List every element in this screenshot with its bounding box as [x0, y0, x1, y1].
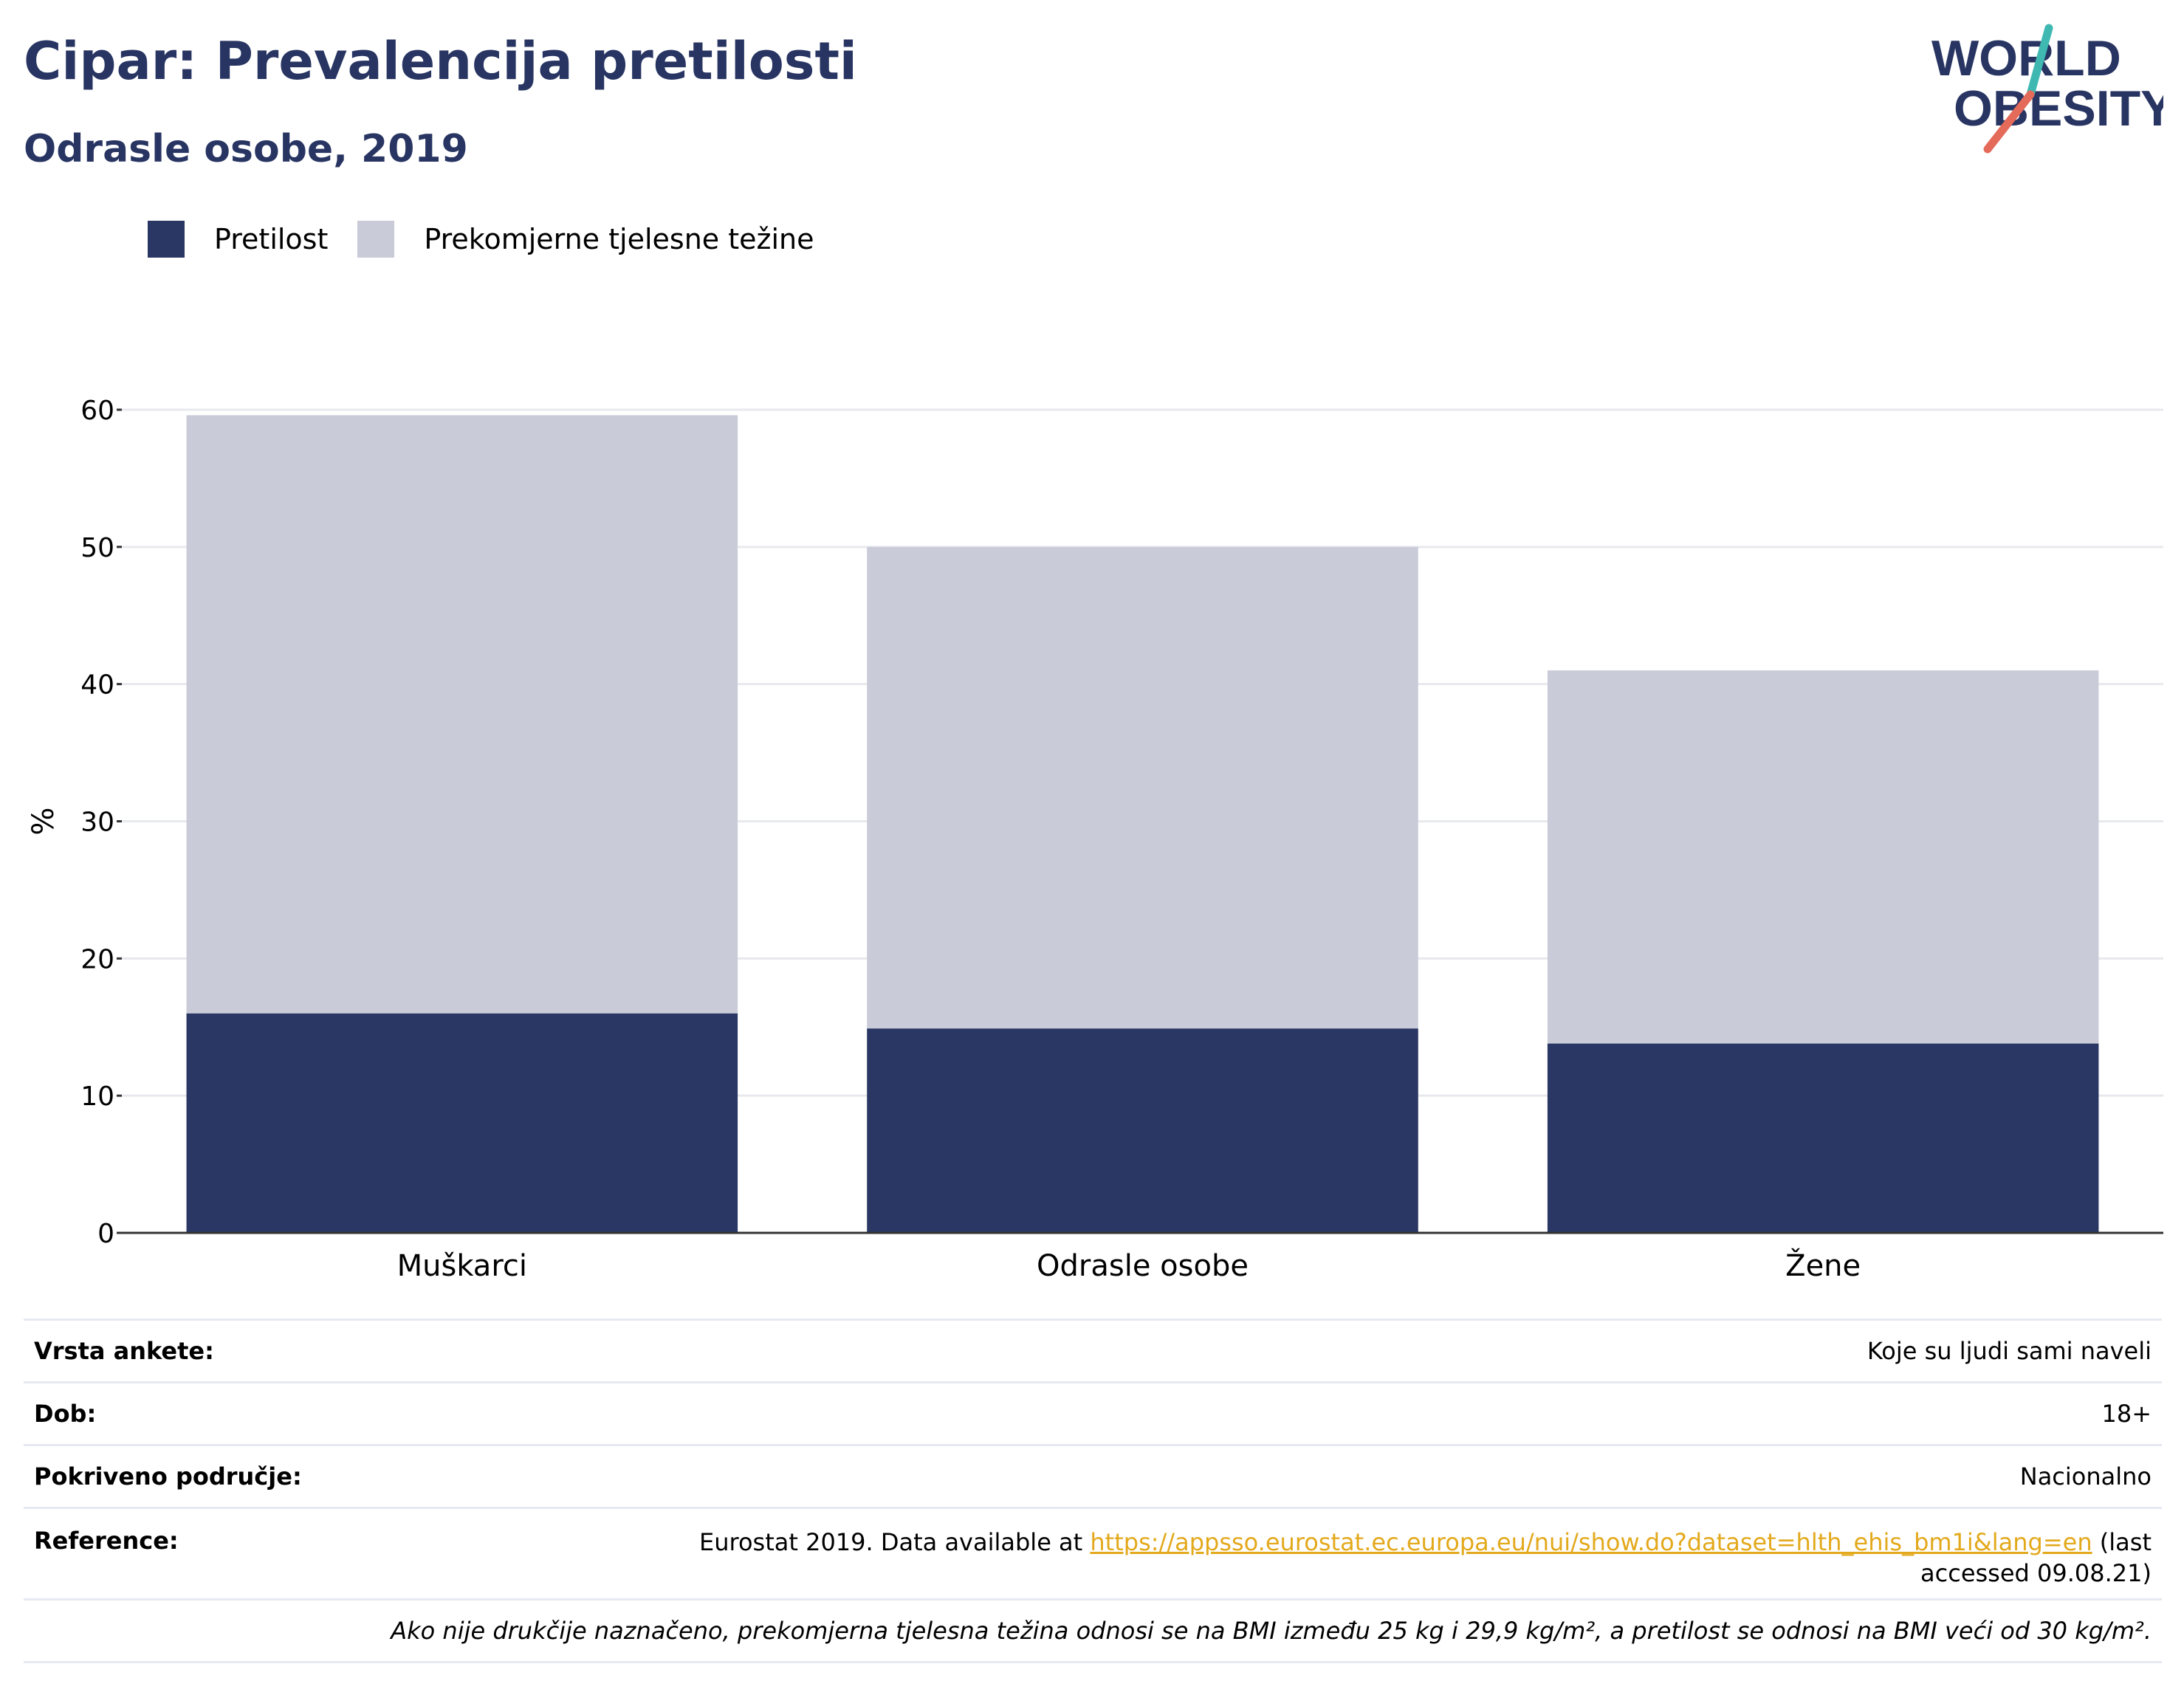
reference-link[interactable]: https://appsso.eurostat.ec.europa.eu/nui…	[1090, 1528, 2092, 1556]
info-value: Koje su ljudi sami naveli	[1867, 1337, 2152, 1365]
page-subtitle: Odrasle osobe, 2019	[24, 127, 468, 171]
bar-obesity	[186, 1013, 738, 1233]
x-tick-label: Muškarci	[397, 1249, 527, 1283]
bar-overweight	[1547, 670, 2099, 1044]
bar-overweight	[867, 546, 1418, 1029]
info-value: 18+	[2101, 1400, 2152, 1428]
bar-obesity	[867, 1028, 1418, 1233]
y-axis-label: %	[27, 807, 61, 835]
logo-text-obesity: OBESITY	[1954, 80, 2163, 137]
world-obesity-logo: WORLD OBESITY	[1931, 24, 2163, 154]
page-title: Cipar: Prevalencija pretilosti	[24, 31, 857, 92]
info-label: Dob:	[34, 1400, 97, 1428]
bar-overweight	[186, 415, 738, 1014]
bar-obesity	[1547, 1043, 2099, 1233]
footnote: Ako nije drukčije naznačeno, prekomjerna…	[24, 1598, 2162, 1663]
stacked-bar-chart: 0 10 20 30 40 50 60% Muškarci Odrasle osobe Žene	[27, 396, 2163, 1283]
info-value: Eurostat 2019. Data available at https:/…	[675, 1527, 2152, 1589]
y-tick-label: 10	[80, 1082, 114, 1112]
legend-label-overweight: Prekomjerne tjelesne težine	[424, 223, 814, 255]
y-tick-label: 30	[80, 808, 114, 838]
legend-swatch-overweight	[357, 221, 395, 258]
y-tick-label: 50	[80, 533, 114, 563]
chart-legend: Pretilost Prekomjerne tjelesne težine	[148, 219, 844, 260]
legend-label-obesity: Pretilost	[214, 223, 329, 255]
info-label: Vrsta ankete:	[34, 1337, 214, 1365]
reference-suffix: (last accessed 09.08.21)	[1920, 1528, 2152, 1587]
legend-swatch-obesity	[148, 221, 185, 258]
y-tick-label: 0	[97, 1219, 114, 1249]
y-tick-label: 40	[80, 670, 114, 701]
reference-prefix: Eurostat 2019. Data available at	[699, 1528, 1091, 1556]
info-row-reference: Reference: Eurostat 2019. Data available…	[24, 1507, 2162, 1598]
info-label: Reference:	[34, 1527, 179, 1555]
logo-text-world: WORLD	[1931, 30, 2121, 86]
info-row-survey: Vrsta ankete: Koje su ljudi sami naveli	[24, 1318, 2162, 1381]
info-row-age: Dob: 18+	[24, 1381, 2162, 1444]
info-label: Pokriveno područje:	[34, 1462, 302, 1491]
info-value: Nacionalno	[2019, 1462, 2152, 1491]
logo-slash-teal	[2026, 24, 2053, 99]
x-tick-label: Odrasle osobe	[1037, 1249, 1249, 1283]
x-tick-label: Žene	[1785, 1248, 1861, 1283]
y-tick-label: 20	[80, 944, 114, 974]
info-row-coverage: Pokriveno područje: Nacionalno	[24, 1444, 2162, 1507]
logo-slash-coral	[1983, 90, 2035, 154]
info-table: Vrsta ankete: Koje su ljudi sami naveli …	[24, 1318, 2162, 1663]
y-tick-label: 60	[80, 396, 114, 426]
